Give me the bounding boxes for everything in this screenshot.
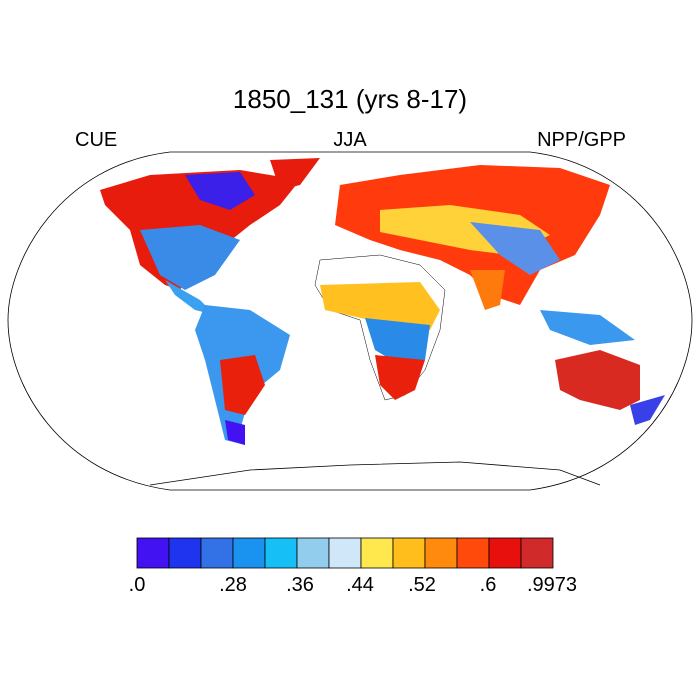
colorbar-label: .36 (286, 574, 314, 596)
new-zealand (630, 395, 665, 425)
left-label: CUE (75, 129, 117, 151)
right-label: NPP/GPP (537, 129, 626, 151)
colorbar-box (488, 537, 522, 569)
sahel (320, 282, 440, 330)
antarctica (149, 461, 601, 486)
colorbar-box (520, 537, 554, 569)
indonesia (540, 310, 635, 345)
colorbar-label: .28 (219, 574, 247, 596)
colorbar: .0 .28 .36 .44 .52 .6 .9973 (129, 537, 577, 596)
colorbar-box (200, 537, 234, 569)
central-africa (365, 318, 430, 365)
south-america-red (220, 355, 265, 415)
southern-africa (375, 355, 425, 400)
center-label: JJA (333, 129, 367, 151)
colorbar-box (136, 537, 170, 569)
canada-east (185, 172, 255, 210)
colorbar-box (296, 537, 330, 569)
colorbar-label: .9973 (527, 574, 577, 596)
colorbar-box (456, 537, 490, 569)
title: 1850_131 (yrs 8-17) (233, 84, 467, 114)
colorbar-box (168, 537, 202, 569)
colorbar-label: .44 (346, 574, 374, 596)
colorbar-label: .0 (129, 574, 146, 596)
colorbar-label: .6 (480, 574, 497, 596)
greenland (270, 158, 320, 190)
usa (140, 225, 240, 290)
patagonia (225, 420, 245, 445)
colorbar-box (360, 537, 394, 569)
colorbar-box (392, 537, 426, 569)
colorbar-box (232, 537, 266, 569)
australia (555, 350, 640, 410)
map (7, 151, 693, 491)
india (470, 270, 505, 310)
colorbar-box (424, 537, 458, 569)
colorbar-box (328, 537, 362, 569)
colorbar-label: .52 (408, 574, 436, 596)
colorbar-box (264, 537, 298, 569)
central-america (165, 280, 215, 315)
east-asia (470, 222, 560, 275)
